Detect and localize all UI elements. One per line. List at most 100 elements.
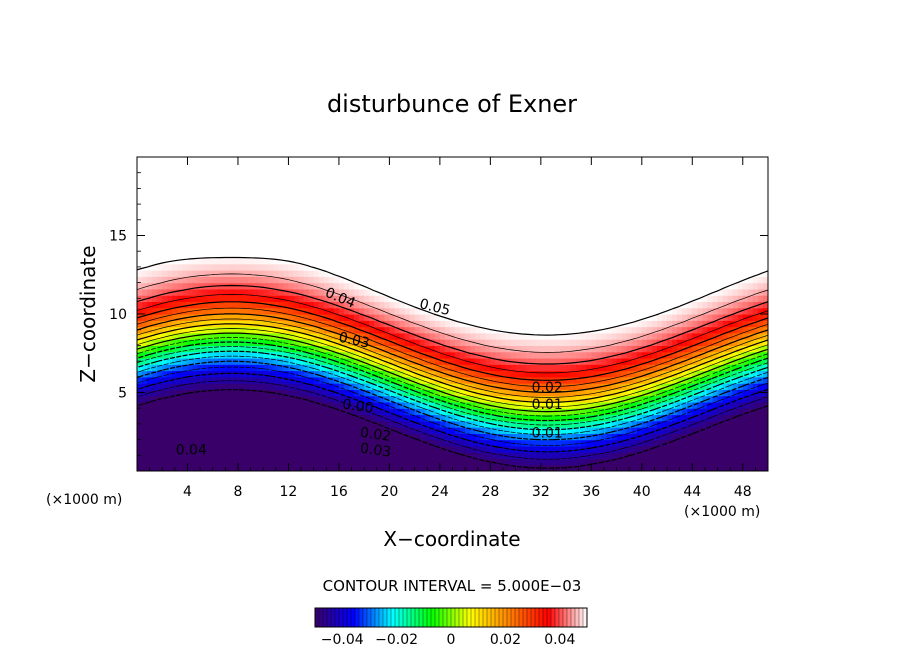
field-cell: [157, 383, 163, 390]
field-cell: [364, 408, 370, 416]
field-cell: [369, 395, 375, 403]
field-cell: [298, 370, 305, 378]
field-cell: [631, 351, 638, 359]
field-cell: [480, 270, 486, 277]
field-cell: [566, 427, 572, 434]
field-cell: [535, 244, 542, 252]
field-cell: [207, 445, 214, 453]
field-cell: [495, 276, 502, 284]
field-cell: [439, 433, 446, 441]
field-cell: [566, 383, 572, 390]
field-cell: [278, 351, 284, 359]
field-cell: [475, 458, 481, 466]
field-cell: [232, 395, 239, 403]
field-cell: [419, 427, 426, 434]
field-cell: [338, 326, 345, 334]
field-cell: [586, 389, 592, 397]
field-cell: [248, 288, 254, 296]
field-cell: [283, 351, 290, 359]
field-cell: [369, 157, 375, 164]
field-cell: [399, 458, 406, 466]
field-cell: [485, 194, 491, 202]
field-cell: [449, 351, 456, 359]
field-cell: [470, 345, 476, 353]
field-cell: [606, 232, 613, 240]
field-cell: [566, 163, 572, 171]
field-cell: [505, 408, 512, 416]
field-cell: [328, 452, 335, 460]
field-cell: [444, 238, 451, 246]
field-cell: [313, 282, 320, 290]
field-cell: [515, 301, 522, 309]
field-cell: [576, 420, 582, 428]
field-cell: [475, 270, 481, 277]
field-cell: [147, 364, 153, 372]
field-cell: [429, 244, 436, 252]
field-cell: [253, 345, 259, 353]
field-cell: [475, 345, 481, 353]
field-cell: [591, 282, 597, 290]
field-cell: [313, 194, 320, 202]
field-cell: [283, 301, 290, 309]
field-cell: [212, 213, 219, 221]
field-cell: [389, 307, 396, 315]
field-cell: [550, 433, 557, 441]
field-cell: [480, 376, 486, 384]
field-cell: [293, 314, 300, 321]
field-cell: [409, 282, 416, 290]
field-cell: [207, 458, 214, 466]
field-cell: [621, 458, 628, 466]
field-cell: [621, 157, 628, 164]
field-cell: [207, 226, 214, 233]
field-cell: [248, 219, 254, 227]
field-cell: [268, 276, 274, 284]
field-cell: [571, 314, 577, 321]
field-cell: [374, 351, 380, 359]
field-cell: [192, 383, 199, 390]
field-cell: [465, 458, 471, 466]
field-cell: [429, 439, 436, 447]
field-cell: [470, 370, 476, 378]
field-cell: [455, 244, 461, 252]
field-cell: [308, 458, 315, 466]
field-cell: [268, 244, 274, 252]
field-cell: [258, 345, 264, 353]
field-cell: [626, 357, 633, 365]
field-cell: [333, 452, 340, 460]
field-cell: [530, 263, 537, 271]
field-cell: [323, 238, 330, 246]
field-cell: [475, 314, 481, 321]
field-cell: [172, 351, 178, 359]
field-cell: [349, 207, 355, 215]
field-cell: [349, 414, 355, 422]
field-cell: [561, 433, 567, 441]
field-cell: [313, 244, 320, 252]
field-cell: [429, 452, 436, 460]
field-cell: [500, 370, 507, 378]
field-cell: [248, 188, 254, 196]
field-cell: [465, 408, 471, 416]
field-cell: [480, 370, 486, 378]
field-cell: [167, 232, 173, 240]
field-cell: [273, 452, 279, 460]
field-cell: [434, 414, 441, 422]
field-cell: [525, 175, 532, 183]
field-cell: [273, 169, 279, 177]
field-cell: [449, 163, 456, 171]
field-cell: [177, 307, 184, 315]
field-cell: [359, 207, 365, 215]
field-cell: [137, 370, 143, 378]
field-cell: [237, 458, 244, 466]
field-cell: [606, 458, 613, 466]
field-cell: [571, 452, 577, 460]
field-cell: [419, 251, 426, 259]
field-cell: [328, 251, 335, 259]
field-cell: [591, 295, 597, 303]
field-cell: [354, 458, 360, 466]
field-cell: [318, 288, 325, 296]
field-cell: [545, 282, 552, 290]
field-cell: [359, 458, 365, 466]
field-cell: [227, 332, 234, 340]
field-cell: [495, 295, 502, 303]
field-cell: [480, 408, 486, 416]
